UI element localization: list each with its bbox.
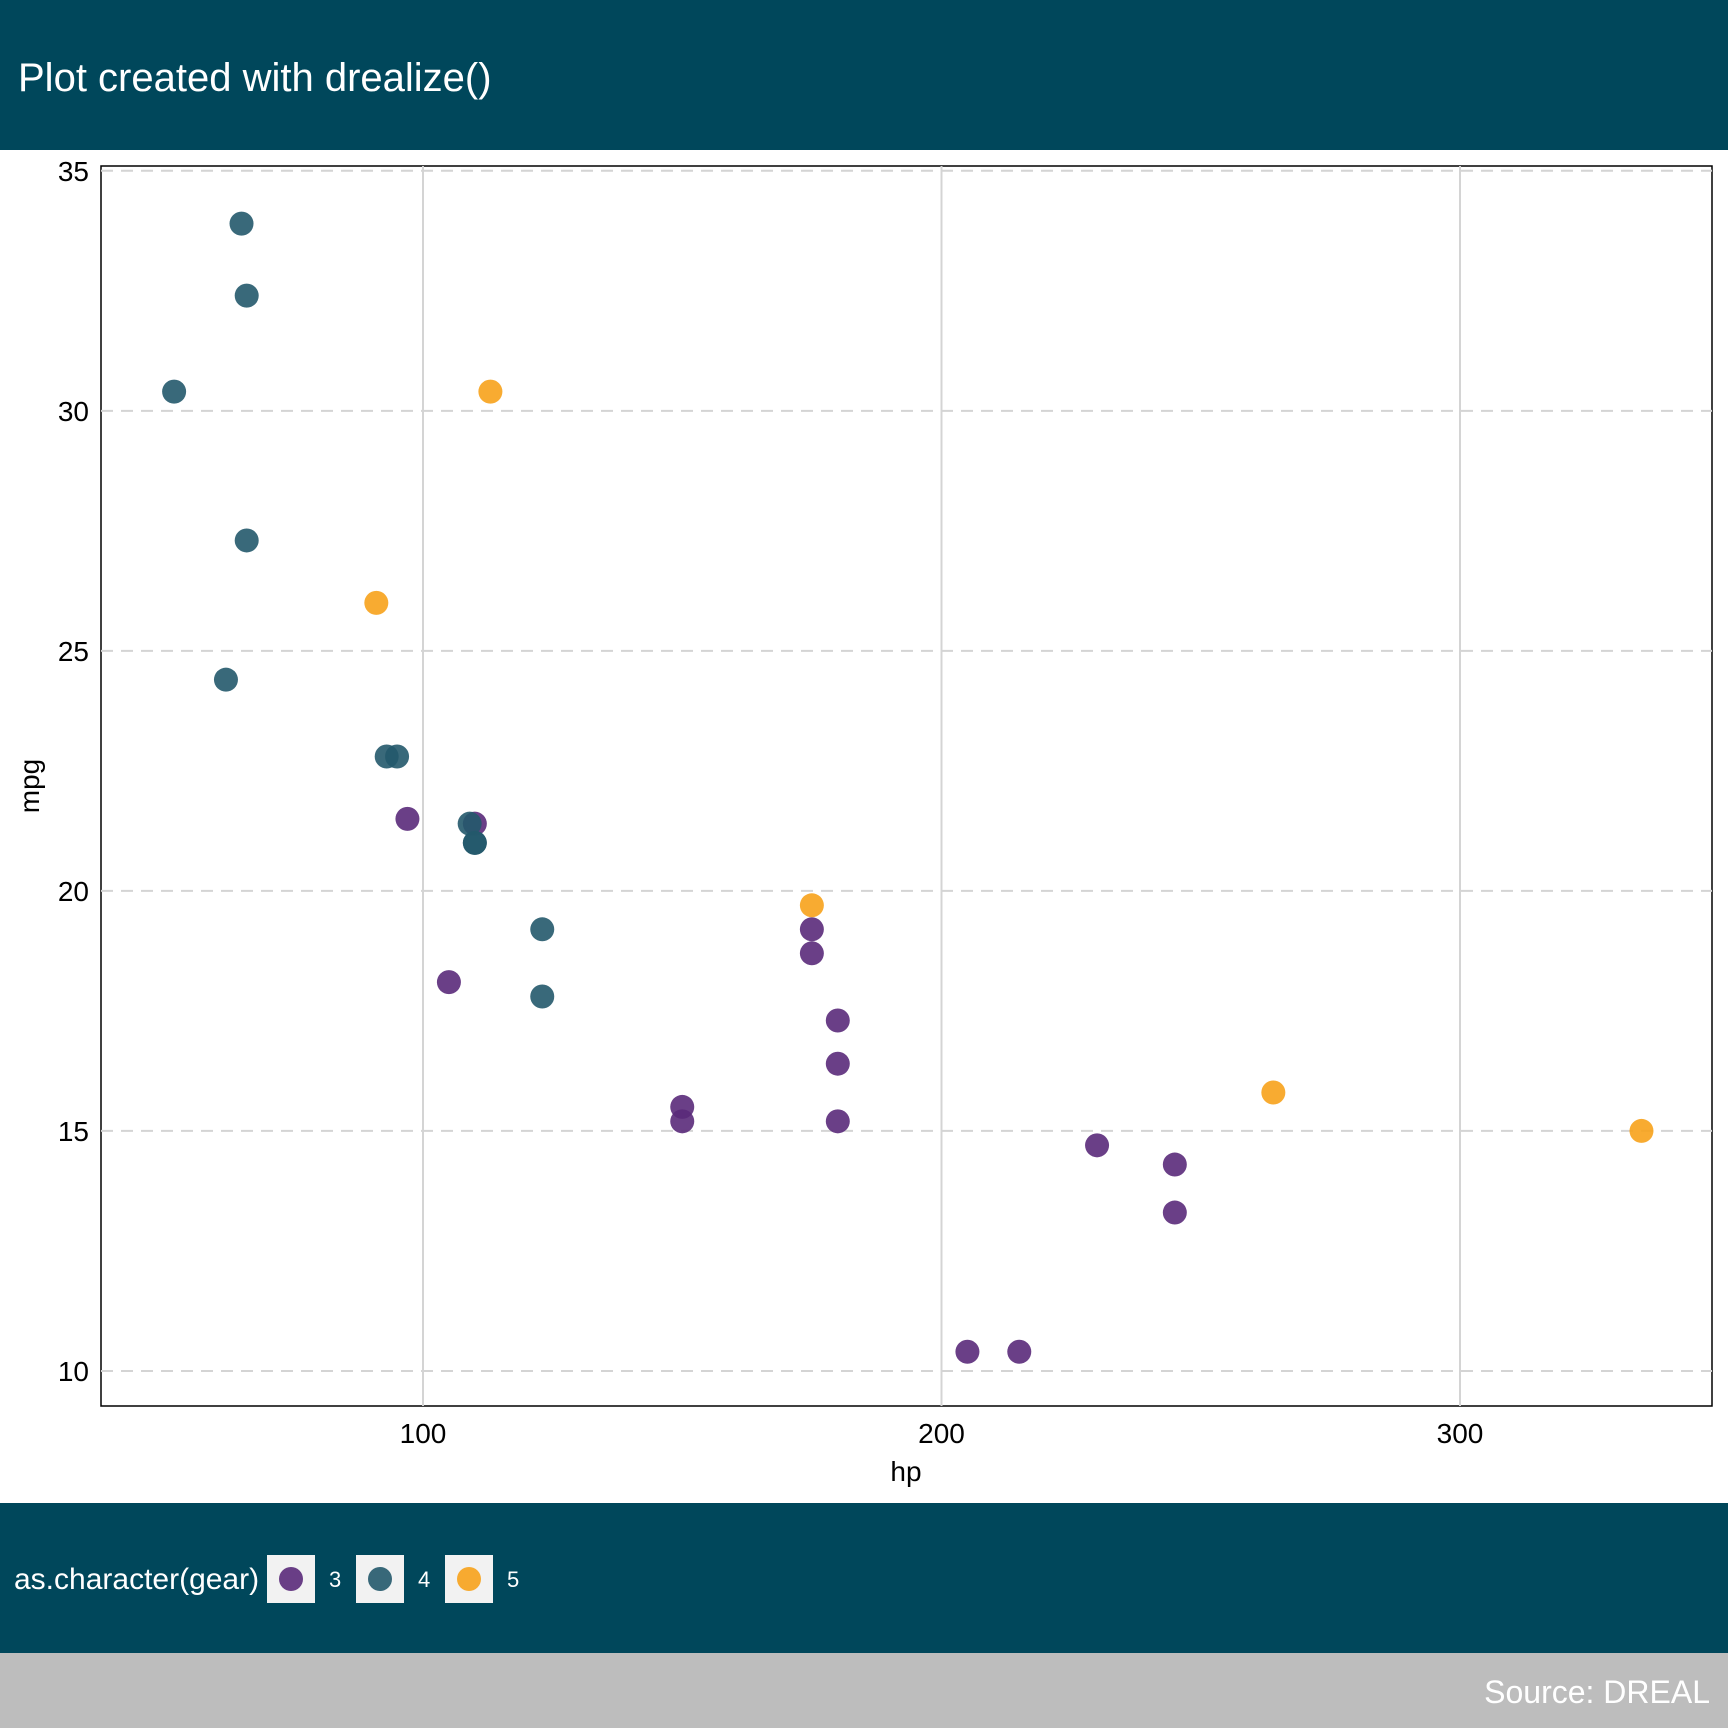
legend-label: 4 [418, 1567, 430, 1592]
data-point-gear-3 [1162, 1152, 1187, 1177]
data-point-gear-4 [162, 379, 187, 404]
data-point-gear-5 [364, 590, 389, 615]
data-point-gear-3 [825, 1051, 850, 1076]
x-tick-label: 200 [918, 1418, 965, 1449]
y-tick-label: 35 [58, 156, 89, 187]
data-point-gear-3 [1162, 1200, 1187, 1225]
data-point-gear-4 [234, 528, 259, 553]
x-tick-label: 300 [1437, 1418, 1484, 1449]
grid-layer [101, 166, 1712, 1406]
data-point-gear-3 [799, 941, 824, 966]
data-point-gear-4 [213, 667, 238, 692]
y-tick-label: 20 [58, 876, 89, 907]
data-point-gear-3 [670, 1109, 695, 1134]
data-point-gear-3 [825, 1109, 850, 1134]
data-point-gear-5 [1629, 1118, 1654, 1143]
data-point-gear-4 [457, 811, 482, 836]
data-point-gear-3 [395, 806, 420, 831]
y-axis-title: mpg [14, 759, 45, 813]
legend-marker-gear-3 [279, 1567, 303, 1591]
legend-banner [0, 1503, 1728, 1653]
plot-panel [100, 165, 1713, 1407]
data-point-gear-3 [825, 1008, 850, 1033]
x-axis-title: hp [890, 1456, 921, 1487]
caption-band [0, 1653, 1728, 1728]
data-point-gear-3 [1007, 1339, 1032, 1364]
y-tick-label: 10 [58, 1356, 89, 1387]
legend-title: as.character(gear) [14, 1563, 259, 1596]
data-point-gear-5 [478, 379, 503, 404]
title-banner [0, 0, 1728, 150]
point-layer [162, 211, 1654, 1364]
data-point-gear-4 [234, 283, 259, 308]
data-point-gear-4 [530, 917, 555, 942]
y-tick-label: 25 [58, 636, 89, 667]
data-point-gear-4 [229, 211, 254, 236]
y-tick-label: 15 [58, 1116, 89, 1147]
data-point-gear-4 [530, 984, 555, 1009]
tick-layer: 100 200 300 10 15 20 25 30 35 [58, 156, 1484, 1449]
data-point-gear-5 [1261, 1080, 1286, 1105]
chart-title: Plot created with drealize() [18, 56, 492, 100]
legend-entries: 3 4 5 [267, 1555, 519, 1603]
legend-marker-gear-5 [457, 1567, 481, 1591]
legend-label: 5 [507, 1567, 519, 1592]
x-tick-label: 100 [400, 1418, 447, 1449]
caption: Source: DREAL [1484, 1674, 1710, 1710]
data-point-gear-3 [799, 917, 824, 942]
legend-label: 3 [329, 1567, 341, 1592]
data-point-gear-3 [1085, 1133, 1110, 1158]
data-point-gear-5 [799, 893, 824, 918]
legend-marker-gear-4 [368, 1567, 392, 1591]
data-point-gear-4 [462, 830, 487, 855]
data-point-gear-4 [385, 744, 410, 769]
data-point-gear-3 [436, 970, 461, 995]
y-tick-label: 30 [58, 396, 89, 427]
data-point-gear-3 [955, 1339, 980, 1364]
